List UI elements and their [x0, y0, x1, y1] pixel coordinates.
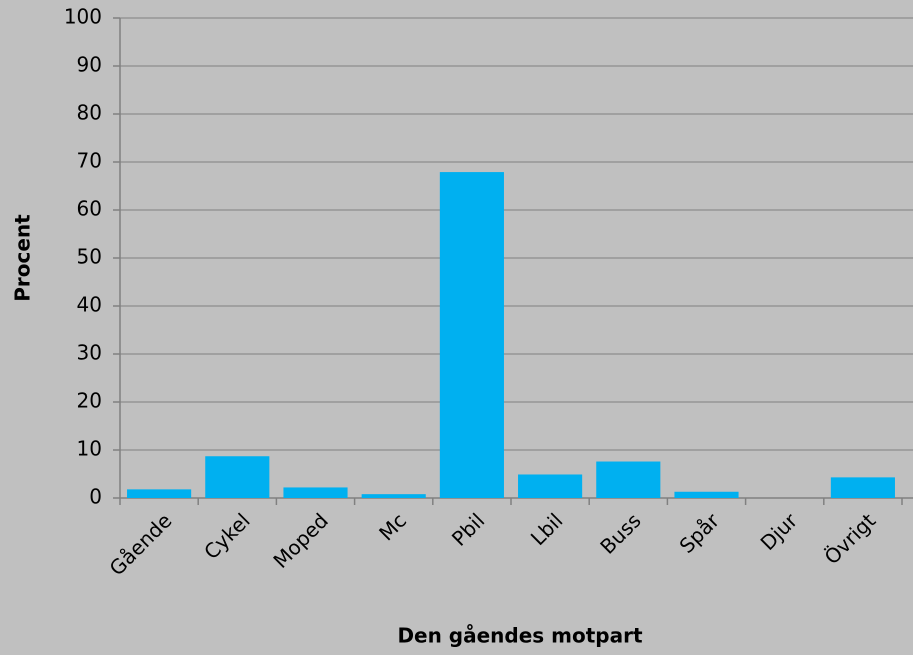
bar	[518, 474, 583, 498]
y-axis-title: Procent	[11, 214, 35, 302]
bar	[127, 489, 192, 498]
y-tick-label: 70	[77, 149, 102, 173]
bar	[205, 456, 270, 498]
bar	[596, 461, 661, 498]
y-tick-label: 50	[77, 245, 102, 269]
y-tick-label: 0	[89, 485, 102, 509]
bar	[361, 494, 426, 498]
bar	[283, 487, 348, 498]
x-axis-title: Den gåendes motpart	[397, 624, 643, 648]
y-tick-label: 90	[77, 53, 102, 77]
y-tick-label: 60	[77, 197, 102, 221]
y-tick-label: 10	[77, 437, 102, 461]
bar	[830, 477, 895, 498]
bar	[439, 172, 504, 498]
y-tick-label: 80	[77, 101, 102, 125]
y-tick-label: 30	[77, 341, 102, 365]
bar	[674, 491, 739, 498]
y-tick-label: 40	[77, 293, 102, 317]
y-tick-label: 100	[64, 5, 102, 29]
y-tick-label: 20	[77, 389, 102, 413]
